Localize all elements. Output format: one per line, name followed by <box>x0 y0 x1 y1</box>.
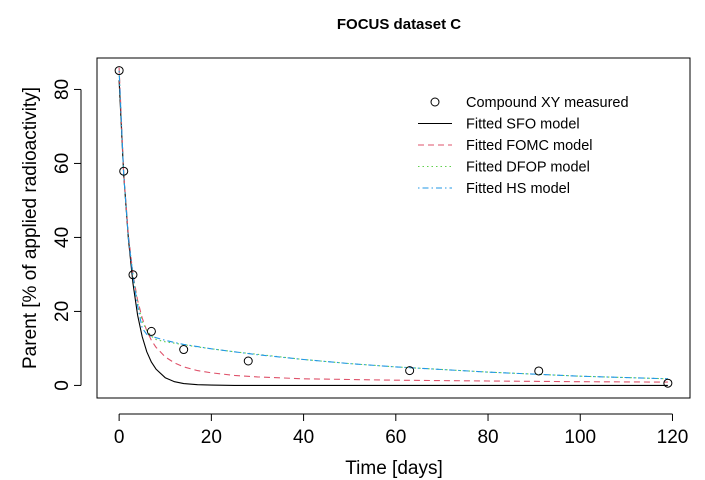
chart-title: FOCUS dataset C <box>337 16 461 33</box>
y-axis: 0 20 40 60 80 <box>52 79 82 391</box>
legend-symbol-measured <box>430 97 440 107</box>
y-tick-label: 0 <box>52 380 73 391</box>
series-line-fitted-hs-model <box>118 70 668 380</box>
y-tick-label: 80 <box>52 79 73 100</box>
series-line-fitted-fomc-model <box>118 67 668 383</box>
legend-label-fitted-sfo-model: Fitted SFO model <box>466 117 580 133</box>
legend-label-measured: Compound XY measured <box>466 95 629 111</box>
measured-point <box>119 166 129 176</box>
measured-point <box>534 366 544 376</box>
measured-point <box>243 356 253 366</box>
x-axis-label: Time [days] <box>345 458 443 479</box>
x-axis: 0 20 40 60 80 100 120 <box>114 413 689 448</box>
series-line-fitted-sfo-model <box>118 80 668 386</box>
measured-point <box>146 326 156 336</box>
y-tick-label: 40 <box>52 227 73 248</box>
x-tick-label: 40 <box>293 427 314 448</box>
measured-points <box>114 66 673 388</box>
series-layer <box>118 67 668 386</box>
measured-point <box>179 345 189 355</box>
measured-point <box>405 366 415 376</box>
legend-label-fitted-hs-model: Fitted HS model <box>466 181 570 197</box>
measured-point <box>128 270 138 280</box>
legend-label-fitted-fomc-model: Fitted FOMC model <box>466 138 593 154</box>
legend: Compound XY measured Fitted SFO model Fitt… <box>418 95 629 197</box>
plot-frame <box>96 57 691 399</box>
y-tick-label: 20 <box>52 301 73 322</box>
x-tick-label: 120 <box>657 427 689 448</box>
x-tick-label: 80 <box>477 427 498 448</box>
x-tick-label: 0 <box>114 427 125 448</box>
measured-point <box>663 378 673 388</box>
legend-label-fitted-dfop-model: Fitted DFOP model <box>466 160 590 176</box>
measured-point <box>114 66 124 76</box>
x-tick-label: 100 <box>564 427 596 448</box>
x-tick-label: 60 <box>385 427 406 448</box>
x-tick-label: 20 <box>201 427 222 448</box>
series-line-fitted-dfop-model <box>118 70 668 380</box>
y-axis-label: Parent [% of applied radioactivity] <box>20 87 41 369</box>
y-tick-label: 60 <box>52 153 73 174</box>
